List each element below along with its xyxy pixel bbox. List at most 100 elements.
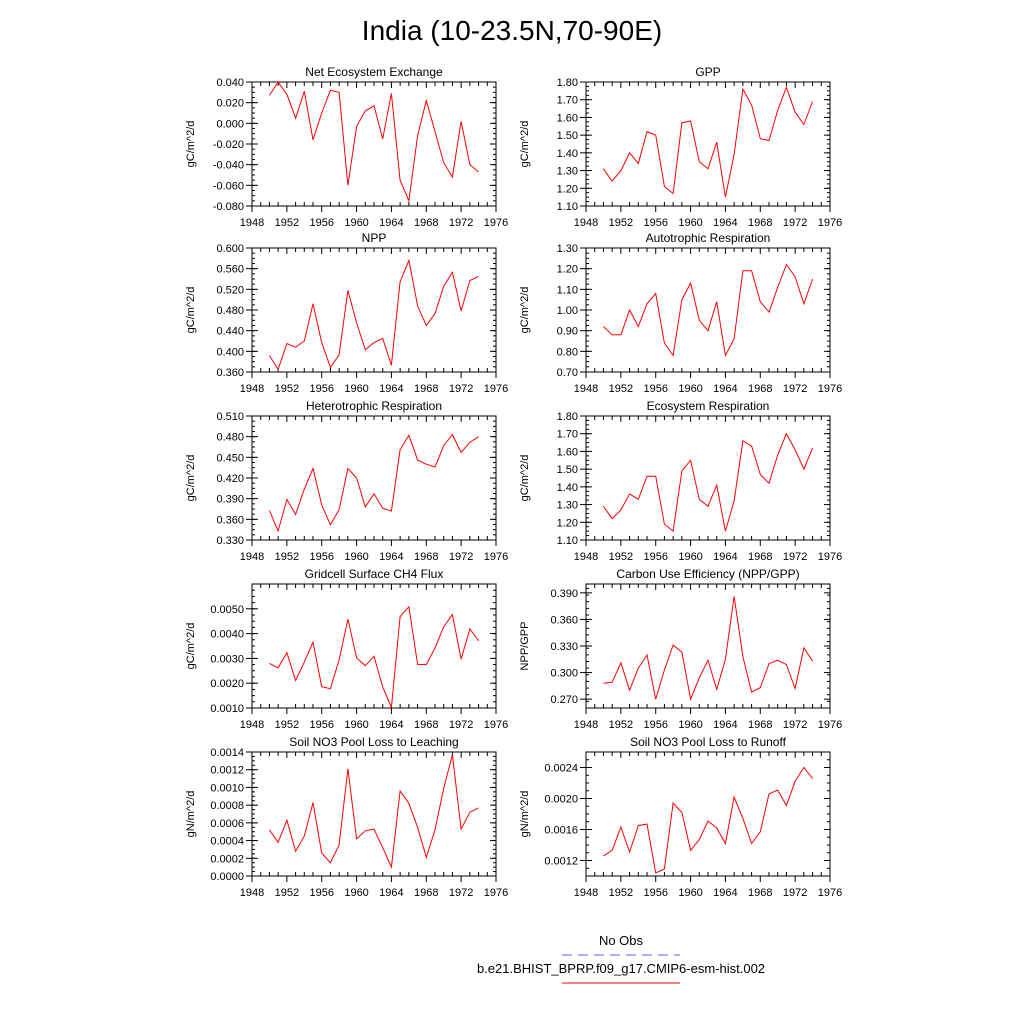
x-tick-label: 1964 (379, 719, 403, 731)
x-tick-label: 1952 (275, 719, 299, 731)
y-tick-label: 0.0014 (210, 747, 244, 759)
y-tick-label: 0.0050 (210, 604, 244, 616)
y-tick-label: 0.360 (216, 367, 244, 379)
y-tick-label: 0.450 (216, 452, 244, 464)
y-tick-label: 0.0012 (210, 765, 244, 777)
panel-6: Ecosystem Respiration gC/m^2/d 1948 1952 195… (519, 399, 842, 563)
y-tick-label: 0.040 (216, 77, 244, 89)
series-line (269, 605, 480, 708)
y-axis-label: gC/m^2/d (185, 121, 197, 168)
series-line (603, 263, 814, 358)
legend-obs-label: No Obs (599, 933, 644, 948)
x-tick-label: 1952 (275, 551, 299, 563)
x-tick-label: 1948 (240, 887, 264, 899)
x-tick-label: 1948 (574, 383, 598, 395)
plot-frame (585, 415, 831, 541)
x-tick-label: 1968 (414, 551, 438, 563)
x-tick-label: 1964 (379, 887, 403, 899)
x-tick-label: 1968 (748, 551, 772, 563)
y-axis-label: gC/m^2/d (185, 287, 197, 334)
panel-title: Net Ecosystem Exchange (305, 65, 443, 79)
x-tick-label: 1968 (414, 383, 438, 395)
y-tick-label: 0.600 (216, 243, 244, 255)
x-tick-label: 1976 (484, 383, 508, 395)
x-tick-label: 1972 (449, 719, 473, 731)
panel-4: Autotrophic Respiration gC/m^2/d 1948 1952 1… (519, 231, 842, 395)
panel-title: GPP (695, 65, 720, 79)
x-tick-label: 1968 (748, 719, 772, 731)
x-tick-label: 1960 (678, 719, 702, 731)
x-tick-label: 1952 (609, 383, 633, 395)
legend: No Obs b.e21.BHIST_BPRP.f09_g17.CMIP6-es… (477, 933, 765, 984)
y-tick-label: 0.480 (216, 305, 244, 317)
x-tick-label: 1976 (484, 887, 508, 899)
panels: Net Ecosystem Exchange gC/m^2/d 1948 1952 19… (185, 65, 842, 899)
x-tick-label: 1956 (309, 551, 333, 563)
y-tick-label: 1.80 (557, 411, 578, 423)
series-line (603, 766, 813, 874)
series-line (268, 433, 479, 533)
y-tick-label: 0.560 (216, 264, 244, 276)
y-axis-label: gC/m^2/d (185, 455, 197, 502)
x-tick-label: 1960 (344, 719, 368, 731)
x-tick-label: 1960 (678, 551, 702, 563)
y-axis-label: gC/m^2/d (185, 623, 197, 670)
x-tick-label: 1964 (713, 551, 737, 563)
y-tick-label: -0.040 (213, 160, 244, 172)
y-tick-label: 0.0020 (544, 794, 578, 806)
y-tick-label: 0.0024 (544, 763, 578, 775)
y-tick-label: 0.390 (550, 588, 578, 600)
y-tick-label: 1.10 (557, 284, 578, 296)
y-tick-label: 1.70 (557, 95, 578, 107)
panel-10: Soil NO3 Pool Loss to Runoff gN/m^2/d 1948… (519, 735, 842, 899)
y-tick-label: 0.360 (550, 614, 578, 626)
y-axis-label: NPP/GPP (519, 622, 531, 671)
y-tick-label: 0.70 (557, 367, 578, 379)
series-line (268, 81, 479, 203)
y-tick-label: 0.520 (216, 284, 244, 296)
plot-frame (251, 81, 497, 207)
x-tick-label: 1976 (818, 383, 842, 395)
y-tick-label: 0.440 (216, 326, 244, 338)
x-tick-label: 1956 (643, 887, 667, 899)
plot-frame (251, 415, 497, 541)
x-tick-label: 1976 (818, 887, 842, 899)
plot-frame (585, 583, 831, 709)
y-tick-label: 1.30 (557, 243, 578, 255)
y-tick-label: 1.10 (557, 201, 578, 213)
x-tick-label: 1972 (449, 551, 473, 563)
y-tick-label: 1.80 (557, 77, 578, 89)
y-tick-label: 0.0002 (210, 853, 244, 865)
x-tick-label: 1976 (484, 217, 508, 229)
x-tick-label: 1976 (484, 551, 508, 563)
y-tick-label: 0.420 (216, 473, 244, 485)
y-tick-label: 1.30 (557, 500, 578, 512)
y-tick-label: 0.480 (216, 432, 244, 444)
x-tick-label: 1972 (449, 217, 473, 229)
series-line (602, 432, 814, 533)
panel-title: Heterotrophic Respiration (306, 399, 442, 413)
x-tick-label: 1972 (783, 887, 807, 899)
panel-2: GPP gC/m^2/d 1948 1952 1956 1960 1964 1968 1972 1… (519, 65, 842, 229)
x-tick-label: 1956 (643, 719, 667, 731)
x-tick-label: 1948 (574, 719, 598, 731)
x-tick-label: 1972 (449, 383, 473, 395)
x-tick-label: 1964 (379, 383, 403, 395)
y-tick-label: 1.20 (557, 183, 578, 195)
x-tick-label: 1956 (309, 887, 333, 899)
x-tick-label: 1968 (748, 887, 772, 899)
y-tick-label: 1.60 (557, 446, 578, 458)
y-axis-label: gC/m^2/d (519, 121, 531, 168)
x-tick-label: 1960 (678, 383, 702, 395)
y-tick-label: 0.0008 (210, 800, 244, 812)
x-tick-label: 1956 (309, 217, 333, 229)
y-tick-label: 0.0016 (544, 825, 578, 837)
x-tick-label: 1964 (713, 217, 737, 229)
y-tick-label: 1.40 (557, 482, 578, 494)
main-title: India (10-23.5N,70-90E) (362, 15, 662, 46)
x-tick-label: 1952 (609, 719, 633, 731)
x-tick-label: 1948 (574, 551, 598, 563)
y-tick-label: 0.80 (557, 346, 578, 358)
y-tick-label: 0.000 (216, 118, 244, 130)
y-tick-label: -0.060 (213, 180, 244, 192)
